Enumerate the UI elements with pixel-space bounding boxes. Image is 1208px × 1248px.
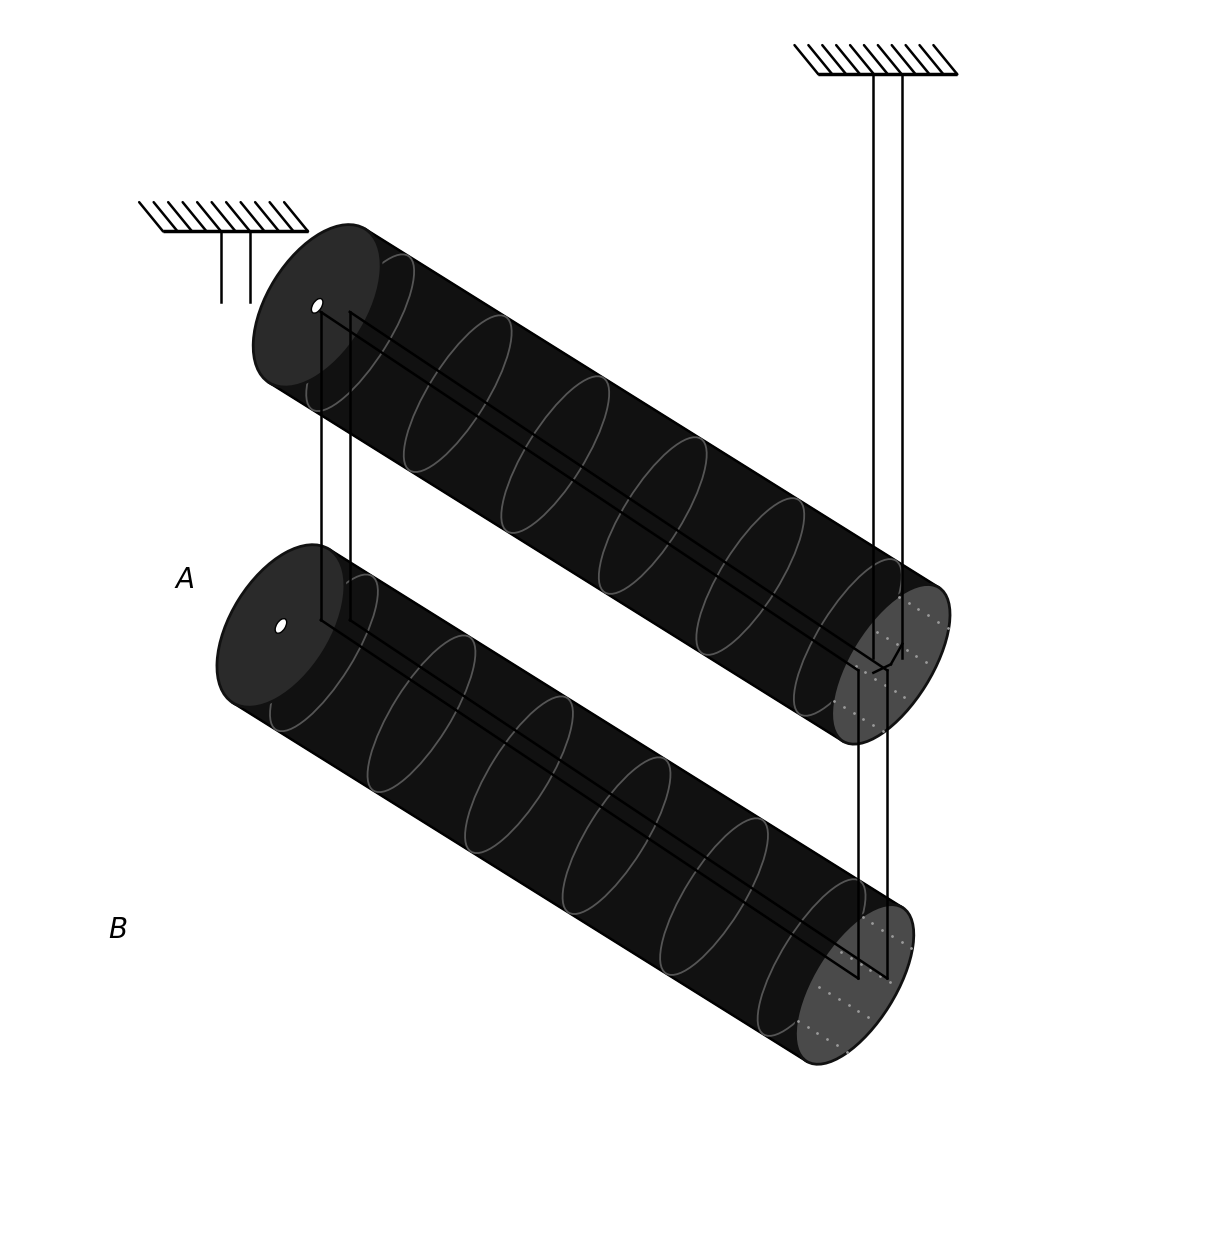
- Ellipse shape: [367, 635, 476, 792]
- Ellipse shape: [757, 879, 865, 1036]
- Ellipse shape: [563, 758, 670, 914]
- Ellipse shape: [501, 376, 609, 533]
- Ellipse shape: [275, 619, 286, 633]
- Text: B: B: [109, 916, 128, 943]
- Ellipse shape: [696, 498, 805, 655]
- Ellipse shape: [794, 559, 901, 716]
- Ellipse shape: [660, 819, 768, 975]
- Polygon shape: [269, 228, 939, 741]
- Ellipse shape: [217, 544, 344, 708]
- Ellipse shape: [403, 316, 512, 472]
- Polygon shape: [233, 549, 902, 1061]
- Text: A: A: [175, 565, 194, 594]
- Ellipse shape: [312, 298, 323, 313]
- Ellipse shape: [831, 584, 949, 744]
- Ellipse shape: [254, 225, 381, 387]
- Ellipse shape: [795, 905, 913, 1065]
- Ellipse shape: [599, 437, 707, 594]
- Ellipse shape: [271, 574, 378, 731]
- Ellipse shape: [465, 696, 573, 854]
- Ellipse shape: [307, 255, 414, 411]
